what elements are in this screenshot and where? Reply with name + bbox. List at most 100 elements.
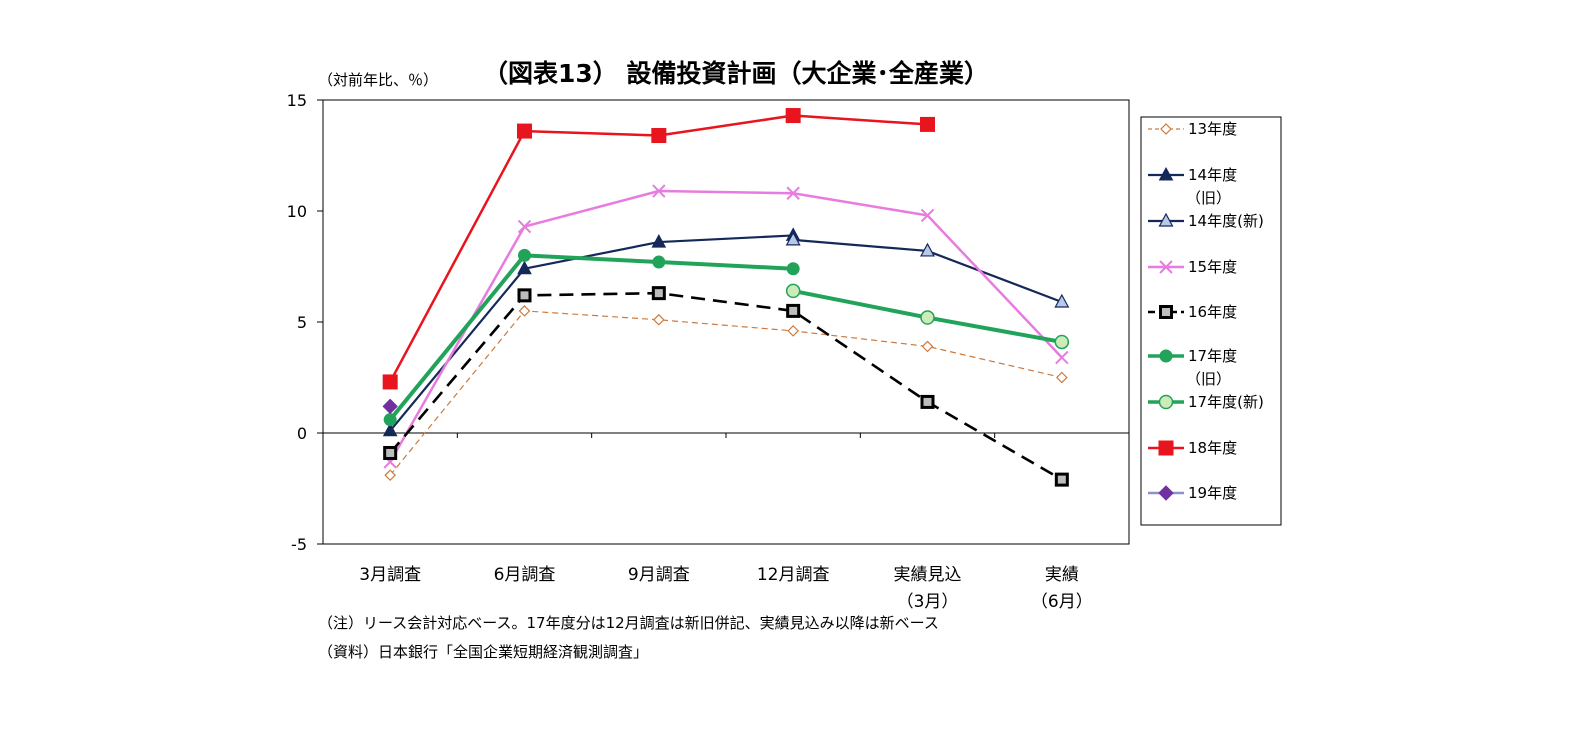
legend-label: 19年度 (1188, 484, 1237, 502)
legend-item: 18年度 (1148, 439, 1237, 457)
data-point (517, 260, 532, 275)
series-line (388, 253, 794, 421)
data-point (1055, 350, 1069, 365)
data-point (382, 374, 398, 390)
x-tick-label: 実績見込 (894, 565, 962, 585)
series-4 (383, 184, 1069, 469)
data-point (652, 313, 665, 326)
series-1 (384, 305, 1068, 482)
series-line (389, 310, 1062, 476)
series-8 (382, 108, 935, 390)
legend-item: 14年度(新) (1148, 212, 1264, 230)
data-point (382, 398, 398, 415)
legend-item: 13年度 (1148, 120, 1237, 138)
data-point (652, 255, 666, 269)
y-tick-label: 10 (287, 202, 307, 221)
legend-label: 18年度 (1188, 439, 1237, 457)
data-point (1055, 371, 1068, 384)
line-chart: （対前年比、％） （図表13） 設備投資計画（大企業･全産業） 15 10 5 0 -5… (287, 59, 1282, 612)
legend: 13年度 14年度 （旧） 14年度(新) 15年度 16年度 17年度 （旧） 17年度(新)… (1140, 116, 1282, 526)
data-point (785, 108, 801, 124)
data-point (517, 123, 532, 139)
legend-label: 17年度 (1188, 347, 1237, 365)
data-point (518, 305, 531, 317)
data-point (384, 469, 397, 482)
x-tick-label: 3月調査 (359, 565, 421, 585)
data-point (517, 288, 532, 303)
legend-swatch-marker (1159, 305, 1173, 319)
plot-area (322, 99, 1130, 545)
series-5 (383, 286, 1069, 487)
chart-note: （注）リース会計対応ベース。17年度分は12月調査は新旧併記、実績見込み以降は新… (318, 614, 939, 632)
data-point (383, 445, 398, 460)
data-point (919, 242, 936, 257)
x-tick-label-sub: （3月） (897, 592, 959, 612)
data-point (786, 262, 800, 276)
data-point (382, 422, 398, 437)
y-tick-label: 15 (287, 91, 307, 110)
data-point (651, 286, 666, 301)
data-point (785, 231, 801, 246)
legend-label: 13年度 (1188, 120, 1237, 138)
data-point (1054, 472, 1069, 487)
data-point (651, 234, 667, 248)
legend-label: 14年度(新) (1188, 212, 1264, 230)
legend-item: 16年度 (1148, 303, 1237, 321)
x-tick-label: 12月調査 (757, 565, 830, 585)
x-tick-label: 9月調査 (628, 565, 690, 585)
legend-swatch-marker (1160, 123, 1172, 135)
legend-item: 19年度 (1148, 484, 1237, 502)
data-point (1054, 334, 1070, 350)
series-line (389, 291, 1063, 481)
data-point (518, 248, 531, 262)
data-point (785, 283, 801, 299)
data-point (1054, 293, 1070, 308)
legend-box (1140, 116, 1282, 526)
data-point (787, 325, 800, 337)
legend-label: 14年度 (1188, 166, 1237, 184)
y-tick-label: 5 (297, 313, 307, 332)
legend-label: 17年度(新) (1188, 393, 1264, 411)
legend-swatch-marker (1158, 166, 1174, 181)
legend-swatch-marker (1158, 440, 1174, 456)
data-point (652, 184, 666, 198)
data-point (920, 310, 935, 325)
data-point (921, 340, 934, 353)
series-2 (382, 227, 801, 437)
data-point (786, 186, 800, 200)
legend-item: 17年度 （旧） (1148, 347, 1237, 388)
data-point (517, 219, 532, 234)
data-point (786, 303, 801, 318)
legend-swatch-marker (1158, 485, 1174, 501)
legend-swatch-marker (1158, 394, 1174, 410)
series-line (389, 234, 794, 432)
data-point (920, 116, 935, 132)
y-tick-label: 0 (297, 424, 307, 443)
legend-label: 16年度 (1188, 303, 1237, 321)
data-point (920, 394, 935, 409)
series-9 (382, 398, 398, 415)
legend-swatch-marker (1159, 260, 1173, 274)
legend-label-sub: （旧） (1186, 370, 1231, 388)
legend-label: 15年度 (1188, 258, 1237, 276)
series-7 (785, 283, 1070, 350)
x-tick-label: 6月調査 (494, 565, 556, 585)
series-6 (383, 248, 800, 427)
x-tick-label-sub: （6月） (1031, 592, 1093, 612)
data-point (383, 413, 397, 427)
data-point (920, 208, 935, 223)
series-line (389, 189, 1063, 463)
legend-swatch-marker (1159, 349, 1173, 363)
y-axis-unit-label: （対前年比、％） (318, 71, 438, 89)
data-point (651, 128, 667, 144)
legend-item: 14年度 （旧） (1148, 166, 1237, 207)
y-tick-label: -5 (291, 535, 307, 554)
x-tick-label: 実績 (1045, 565, 1079, 585)
legend-label-sub: （旧） (1186, 189, 1231, 207)
legend-swatch-marker (1158, 212, 1174, 227)
legend-item: 15年度 (1148, 258, 1237, 276)
legend-item: 17年度(新) (1148, 393, 1264, 411)
chart-source: （資料）日本銀行「全国企業短期経済観測調査」 (318, 643, 649, 661)
series-3 (785, 231, 1070, 308)
chart-title: （図表13） 設備投資計画（大企業･全産業） (483, 59, 989, 88)
